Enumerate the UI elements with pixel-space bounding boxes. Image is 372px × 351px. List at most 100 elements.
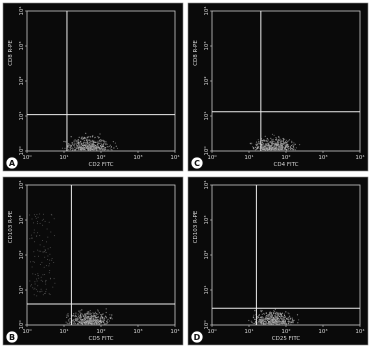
event-dot	[266, 138, 268, 140]
event-dot	[47, 259, 49, 260]
event-dot	[35, 289, 37, 291]
event-dot	[269, 147, 272, 149]
event-dot	[278, 147, 280, 149]
event-dot	[263, 320, 265, 323]
event-dot	[277, 143, 279, 145]
event-dot	[92, 316, 94, 318]
event-dot	[287, 312, 289, 314]
event-dot	[283, 317, 285, 319]
event-dot	[73, 313, 75, 315]
event-dot	[285, 311, 287, 313]
event-dot	[80, 148, 82, 150]
x-tick-label: 10²	[281, 154, 290, 161]
event-dot	[78, 139, 80, 141]
event-dot	[44, 292, 46, 294]
event-dot	[69, 145, 71, 147]
event-dot	[72, 320, 74, 322]
event-dot	[37, 232, 39, 234]
event-dot	[100, 314, 102, 316]
event-dot	[67, 315, 69, 317]
event-dot	[284, 142, 286, 144]
event-dot	[277, 323, 279, 325]
event-dot	[256, 322, 258, 324]
event-dot	[87, 317, 89, 319]
event-dot	[69, 147, 71, 149]
event-dot	[264, 319, 266, 321]
event-dot	[264, 323, 266, 325]
event-dot	[272, 143, 274, 146]
event-dot	[72, 143, 74, 145]
event-dot	[281, 148, 283, 150]
event-dot	[49, 259, 51, 261]
event-dot	[41, 219, 43, 221]
event-dot	[276, 311, 278, 313]
event-dot	[67, 144, 69, 147]
event-dot	[91, 314, 93, 317]
event-dot	[102, 313, 104, 315]
y-tick-label: 10¹	[18, 285, 25, 294]
event-dot	[75, 312, 77, 314]
event-dot	[88, 147, 90, 149]
event-dot	[50, 231, 52, 233]
event-dot	[293, 148, 295, 150]
y-tick-label: 10³	[203, 41, 210, 50]
event-dot	[103, 320, 106, 322]
event-dot	[95, 317, 97, 319]
event-dot	[92, 322, 94, 324]
event-dot	[31, 218, 33, 220]
event-dot	[99, 141, 101, 143]
event-dot	[255, 141, 258, 143]
event-dot	[80, 310, 82, 312]
event-dot	[298, 319, 300, 321]
event-dot	[40, 291, 42, 293]
event-dot	[40, 279, 42, 281]
event-dot	[283, 321, 285, 323]
event-dot	[107, 321, 109, 323]
event-dot	[248, 319, 250, 322]
event-dot	[292, 322, 294, 324]
event-dot	[72, 149, 74, 151]
event-dot	[283, 313, 285, 315]
event-dot	[275, 146, 277, 148]
event-dot	[278, 317, 280, 319]
event-dot	[65, 141, 67, 143]
event-dot	[100, 145, 102, 147]
event-dot	[273, 322, 276, 324]
x-tick-label: 10³	[318, 328, 327, 335]
event-dot	[255, 146, 257, 148]
event-dot	[97, 316, 99, 318]
event-dot	[262, 141, 264, 143]
event-dot	[265, 322, 267, 324]
event-dot	[98, 312, 100, 314]
event-dot	[264, 148, 267, 150]
y-tick-label: 10¹	[203, 111, 210, 120]
event-dot	[275, 317, 277, 319]
event-dot	[89, 139, 91, 141]
event-dot	[90, 320, 93, 322]
event-dot	[41, 261, 43, 263]
event-dot	[288, 148, 290, 150]
event-dot	[290, 323, 292, 325]
event-dot	[37, 221, 38, 223]
event-dot	[70, 144, 73, 146]
event-dot	[37, 285, 39, 287]
event-dot	[291, 320, 293, 322]
event-dot	[84, 315, 86, 317]
event-dot	[277, 138, 279, 141]
event-dot	[278, 145, 280, 147]
event-dot	[67, 313, 69, 315]
event-dot	[108, 320, 111, 322]
event-dot	[254, 318, 256, 320]
event-dot	[108, 145, 110, 148]
event-dot	[261, 323, 263, 325]
event-dot	[43, 251, 45, 253]
y-tick-label: 10¹	[203, 285, 210, 294]
event-dot	[84, 141, 86, 143]
event-dot	[78, 145, 80, 148]
event-dot	[284, 138, 286, 140]
event-dot	[106, 320, 108, 322]
event-dot	[267, 315, 269, 317]
event-dot	[285, 323, 287, 325]
event-dot	[82, 145, 85, 147]
event-dot	[42, 251, 44, 253]
